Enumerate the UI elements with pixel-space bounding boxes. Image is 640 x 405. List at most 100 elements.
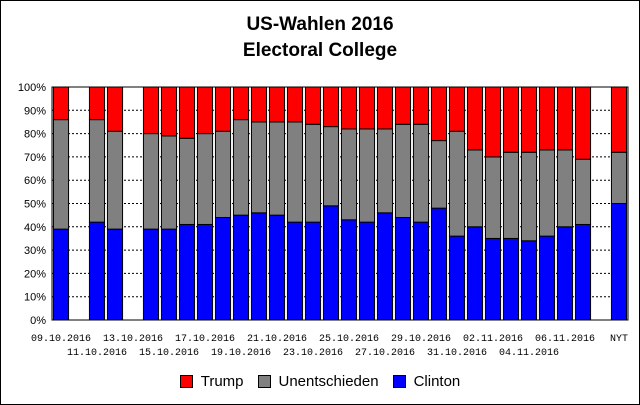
bar-unentschieden-20 — [412, 123, 430, 223]
bar-trump-28 — [556, 86, 574, 151]
bar-trump-16 — [340, 86, 358, 130]
bar-trump-0 — [52, 86, 70, 121]
bar-unentschieden-26 — [520, 151, 538, 242]
bar-clinton-0 — [52, 228, 70, 321]
bar-clinton-2 — [88, 221, 106, 321]
bar-trump-21 — [430, 86, 448, 142]
bar-clinton-28 — [556, 226, 574, 321]
bar-unentschieden-12 — [268, 121, 286, 216]
bar-clinton-11 — [250, 212, 268, 321]
bar-trump-11 — [250, 86, 268, 123]
bar-trump-17 — [358, 86, 376, 130]
legend-label-unentschieden: Unentschieden — [278, 372, 379, 390]
bar-unentschieden-27 — [538, 149, 556, 237]
bar-clinton-10 — [232, 214, 250, 321]
y-tick-label: 50% — [24, 199, 46, 211]
bar-trump-19 — [394, 86, 412, 125]
bar-clinton-31 — [610, 203, 628, 321]
bar-trump-22 — [448, 86, 466, 132]
bar-trump-18 — [376, 86, 394, 130]
x-tick-label: 02.11.2016 — [463, 334, 523, 345]
bar-clinton-29 — [574, 223, 592, 321]
bar-clinton-9 — [214, 216, 232, 321]
bar-trump-6 — [160, 86, 178, 137]
bar-unentschieden-3 — [106, 130, 124, 230]
bar-unentschieden-23 — [466, 149, 484, 228]
bar-unentschieden-16 — [340, 128, 358, 221]
x-tick-label: 19.10.2016 — [211, 348, 271, 359]
bar-clinton-7 — [178, 223, 196, 321]
bar-clinton-18 — [376, 212, 394, 321]
bar-clinton-16 — [340, 219, 358, 321]
x-tick-label: 17.10.2016 — [175, 334, 235, 345]
bar-unentschieden-9 — [214, 130, 232, 218]
bar-unentschieden-13 — [286, 121, 304, 223]
bar-unentschieden-29 — [574, 158, 592, 225]
y-tick-label: 40% — [24, 222, 46, 234]
y-tick-label: 100% — [18, 82, 46, 94]
x-tick-label: 29.10.2016 — [391, 334, 451, 345]
bar-unentschieden-0 — [52, 119, 70, 230]
bar-unentschieden-6 — [160, 135, 178, 230]
bar-trump-31 — [610, 86, 628, 153]
y-tick-label: 0% — [30, 315, 46, 327]
bar-unentschieden-7 — [178, 137, 196, 225]
bar-clinton-24 — [484, 237, 502, 321]
legend-label-clinton: Clinton — [413, 372, 461, 390]
bar-unentschieden-25 — [502, 151, 520, 239]
bar-clinton-26 — [520, 240, 538, 321]
legend-item-clinton: Clinton — [392, 372, 461, 390]
bar-trump-20 — [412, 86, 430, 125]
y-tick-label: 20% — [24, 268, 46, 280]
x-tick-label: 23.10.2016 — [283, 348, 343, 359]
bar-trump-23 — [466, 86, 484, 151]
y-tick-label: 60% — [24, 175, 46, 187]
bar-unentschieden-21 — [430, 140, 448, 209]
bar-clinton-13 — [286, 221, 304, 321]
x-tick-label: 09.10.2016 — [31, 334, 91, 345]
bar-trump-2 — [88, 86, 106, 121]
legend-item-trump: Trump — [179, 373, 244, 390]
bar-trump-10 — [232, 86, 250, 121]
bar-trump-5 — [142, 86, 160, 135]
bar-clinton-5 — [142, 228, 160, 321]
bar-unentschieden-10 — [232, 119, 250, 216]
bar-unentschieden-2 — [88, 119, 106, 223]
bar-clinton-22 — [448, 235, 466, 321]
x-tick-label: 21.10.2016 — [247, 334, 307, 345]
bar-trump-24 — [484, 86, 502, 158]
bar-trump-13 — [286, 86, 304, 123]
legend-swatch-clinton — [392, 374, 406, 388]
bar-clinton-15 — [322, 205, 340, 321]
legend-swatch-unentschieden — [257, 374, 271, 388]
y-tick-label: 10% — [24, 292, 46, 304]
bar-clinton-6 — [160, 228, 178, 321]
x-tick-label: 11.10.2016 — [67, 348, 127, 359]
bar-clinton-20 — [412, 221, 430, 321]
bar-unentschieden-8 — [196, 133, 214, 225]
bar-trump-8 — [196, 86, 214, 135]
bar-clinton-19 — [394, 216, 412, 321]
bar-trump-7 — [178, 86, 196, 139]
bar-clinton-25 — [502, 237, 520, 321]
legend-swatch-trump — [179, 374, 193, 388]
bar-unentschieden-24 — [484, 156, 502, 239]
bar-unentschieden-31 — [610, 151, 628, 205]
bar-trump-3 — [106, 86, 124, 132]
bar-clinton-23 — [466, 226, 484, 321]
bar-clinton-3 — [106, 228, 124, 321]
bar-clinton-21 — [430, 207, 448, 321]
chart-legend: Trump Unentschieden Clinton — [0, 368, 640, 394]
bar-trump-14 — [304, 86, 322, 125]
y-tick-label: 80% — [24, 129, 46, 141]
chart-title: US-Wahlen 2016 — [246, 14, 394, 35]
y-tick-label: 70% — [24, 152, 46, 164]
y-tick-label: 90% — [24, 105, 46, 117]
bar-trump-29 — [574, 86, 592, 160]
x-tick-label: 04.11.2016 — [499, 348, 559, 359]
x-tick-label: 06.11.2016 — [535, 334, 595, 345]
bar-unentschieden-15 — [322, 126, 340, 207]
bar-unentschieden-14 — [304, 123, 322, 223]
x-tick-label: 13.10.2016 — [103, 334, 163, 345]
